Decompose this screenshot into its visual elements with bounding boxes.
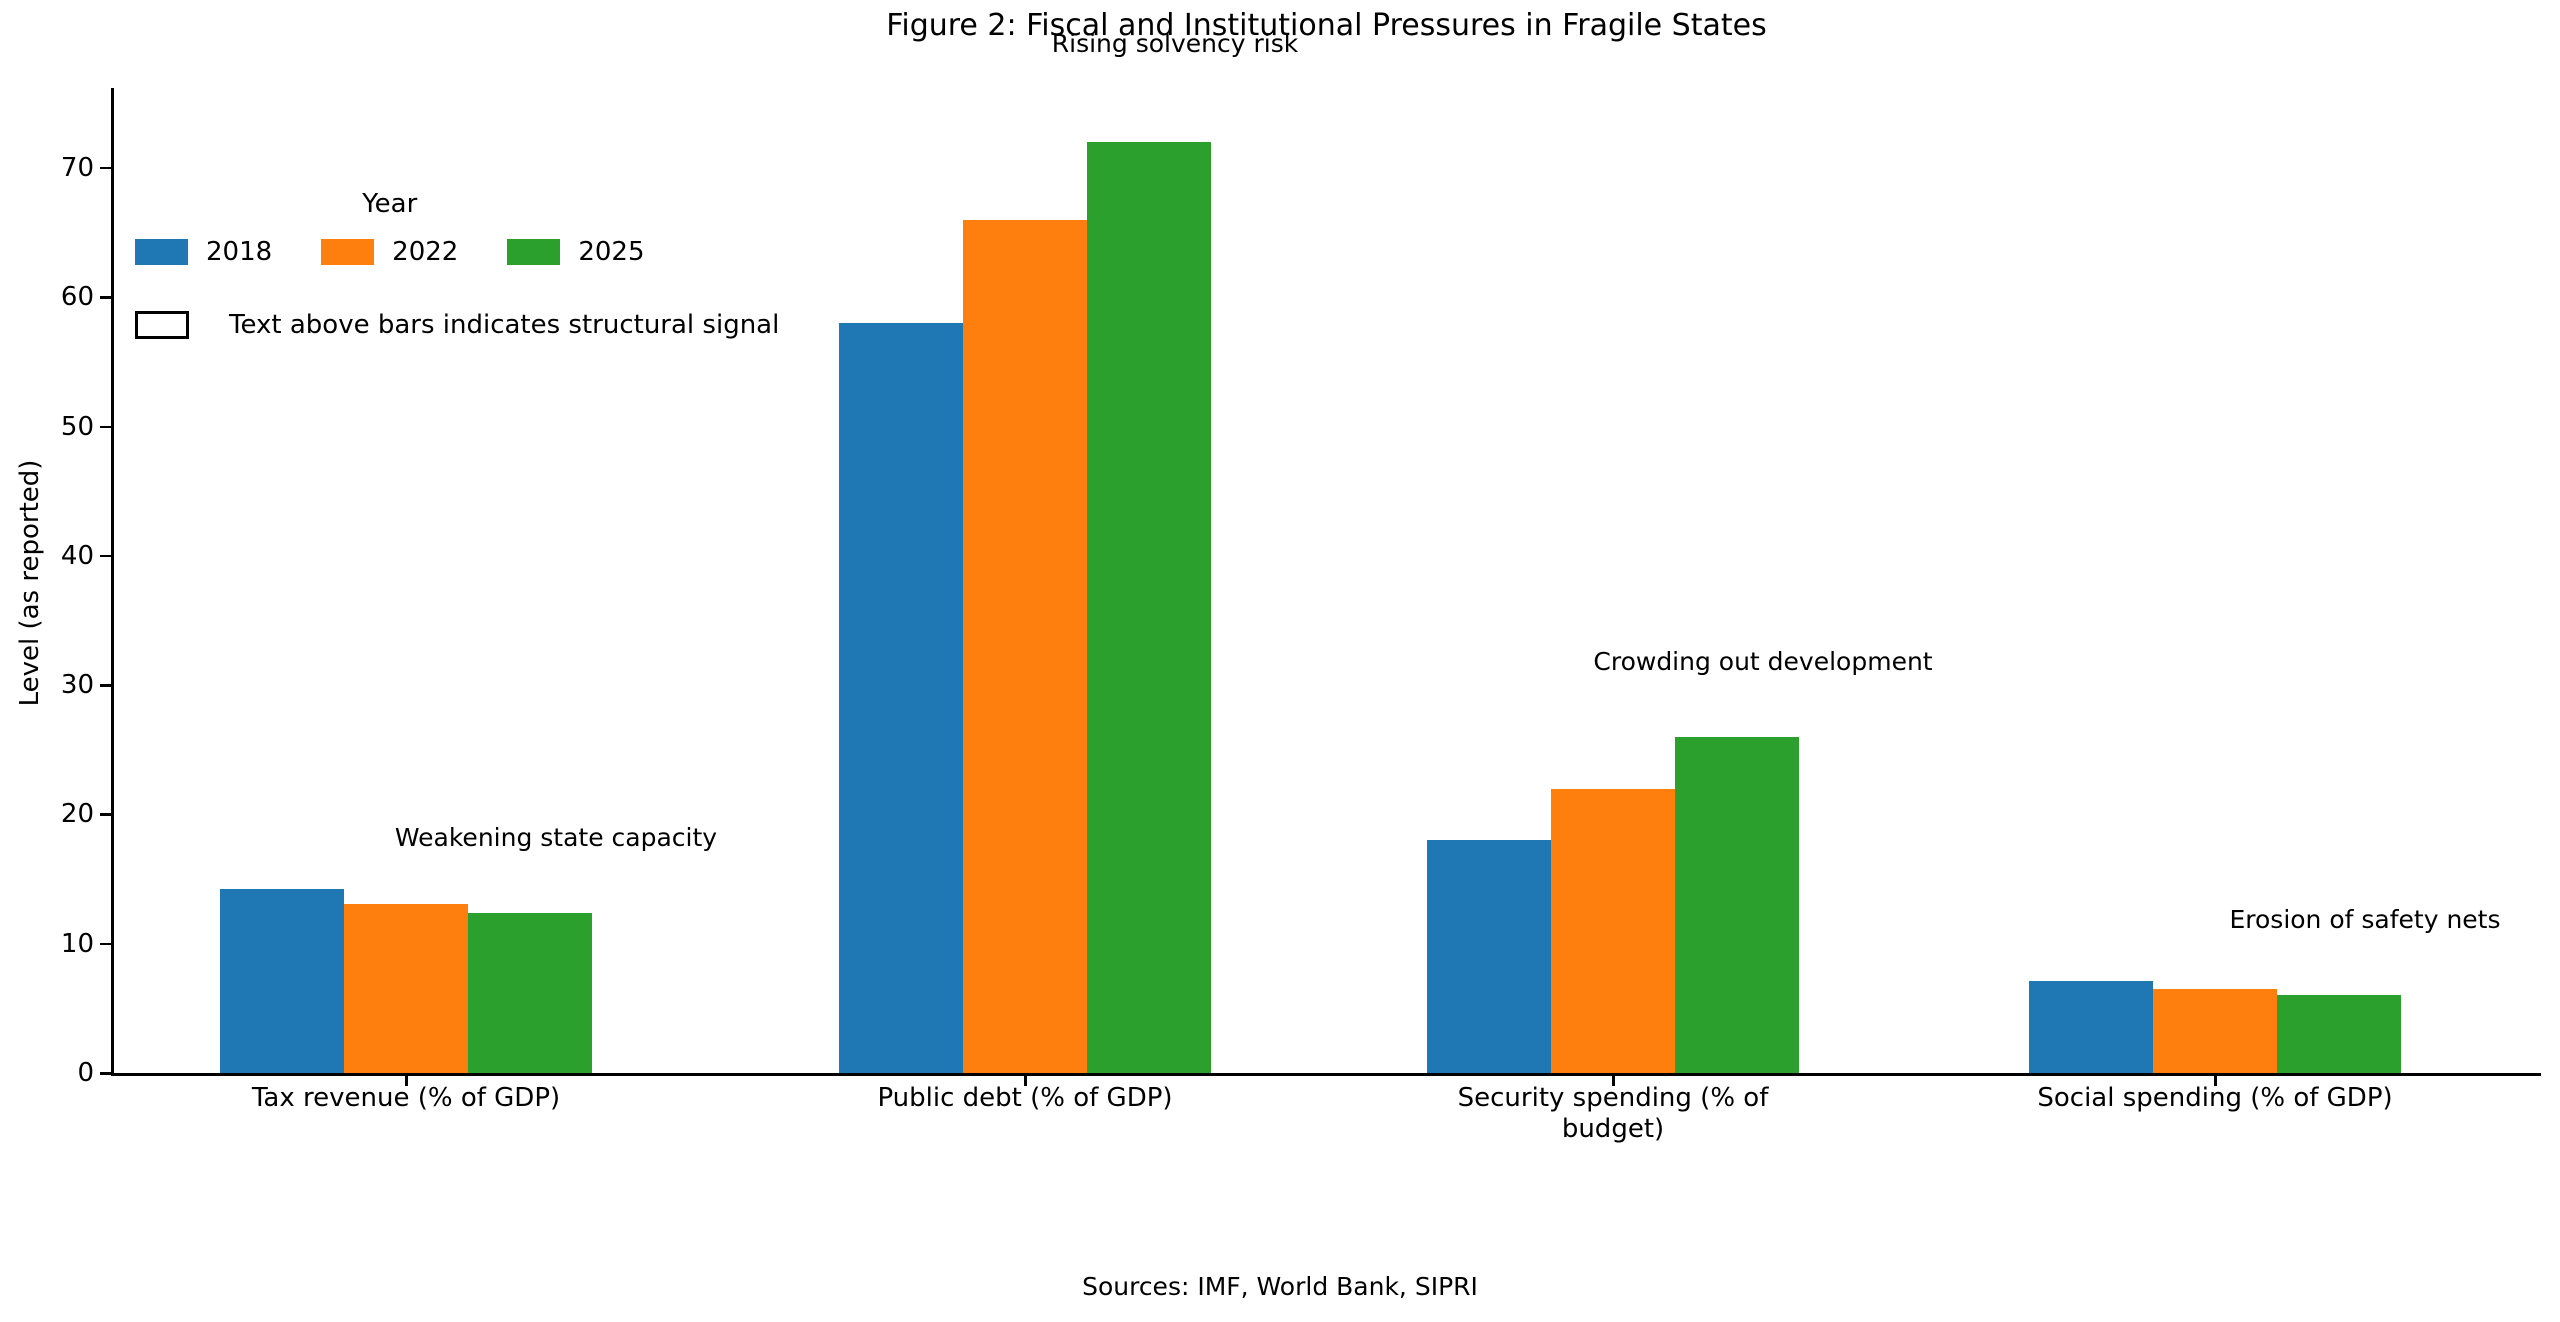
annotation-crowding-out-development: Crowding out development [1593,646,1933,676]
y-tick-mark [100,166,111,170]
x-tick-label-security-spending-of-budget: Security spending (% of budget) [1457,1083,1769,1144]
annotation-weakening-state-capacity: Weakening state capacity [394,822,718,852]
bar-public-debt-of-gdp-2018 [839,323,963,1073]
y-tick-label: 60 [60,282,94,313]
bar-public-debt-of-gdp-2025 [1087,142,1211,1073]
footer-sources: Sources: IMF, World Bank, SIPRI [1082,1272,1478,1301]
annotation-rising-solvency-risk: Rising solvency risk [1051,29,1299,59]
y-tick-label: 70 [60,152,94,183]
legend-entries: 2018 2022 2025 [135,238,645,266]
legend-title: Year [362,189,418,219]
bar-tax-revenue-of-gdp-2018 [220,889,344,1073]
legend-entry-2018: 2018 [135,238,272,266]
legend-swatch-2025 [507,239,561,265]
y-tick-mark [100,554,111,558]
y-tick-mark [100,942,111,946]
y-tick-mark [100,813,111,816]
note-swatch [135,311,189,339]
bar-social-spending-of-gdp-2025 [2277,995,2401,1073]
x-tick-label-tax-revenue-of-gdp: Tax revenue (% of GDP) [251,1083,561,1113]
x-tick-label-social-spending-of-gdp: Social spending (% of GDP) [2037,1083,2393,1113]
y-tick-label: 50 [60,411,94,442]
bar-public-debt-of-gdp-2022 [963,219,1087,1073]
x-tick-mark [1024,1075,1027,1086]
legend-entry-label: 2022 [392,237,459,267]
legend-entry-label: 2025 [578,237,645,267]
legend-swatch-2022 [321,239,375,265]
y-tick-label: 30 [60,670,94,701]
legend-entry-label: 2018 [206,237,273,267]
y-tick-mark [100,296,111,299]
note-legend: Text above bars indicates structural sig… [135,310,779,340]
x-tick-label-public-debt-of-gdp: Public debt (% of GDP) [877,1083,1173,1113]
y-tick-mark [100,684,111,687]
y-tick-label: 20 [60,799,94,830]
y-tick-label: 10 [60,928,94,959]
bar-security-spending-of-budget-2025 [1675,736,1799,1073]
bar-social-spending-of-gdp-2022 [2153,988,2277,1073]
y-axis-line [111,88,114,1075]
legend-year: Year 2018 2022 2025 [135,190,645,266]
bar-social-spending-of-gdp-2018 [2029,981,2153,1073]
y-tick-label: 40 [60,540,94,571]
x-tick-mark [1612,1075,1615,1086]
bar-tax-revenue-of-gdp-2025 [468,912,592,1073]
y-tick-mark [100,425,111,428]
chart-title: Figure 2: Fiscal and Institutional Press… [886,8,1767,43]
annotation-erosion-of-safety-nets: Erosion of safety nets [2229,905,2501,935]
x-axis-line [111,1073,2541,1076]
legend-entry-2025: 2025 [507,237,645,267]
y-tick-label: 0 [77,1058,94,1088]
bar-security-spending-of-budget-2022 [1551,788,1675,1073]
x-tick-mark [2214,1075,2217,1086]
y-tick-mark [100,1072,111,1075]
x-tick-mark [405,1075,408,1086]
bar-tax-revenue-of-gdp-2022 [344,903,468,1073]
note-label: Text above bars indicates structural sig… [229,310,780,340]
legend-entry-2022: 2022 [321,238,458,266]
bar-security-spending-of-budget-2018 [1427,840,1551,1073]
legend-swatch-2018 [135,239,188,265]
